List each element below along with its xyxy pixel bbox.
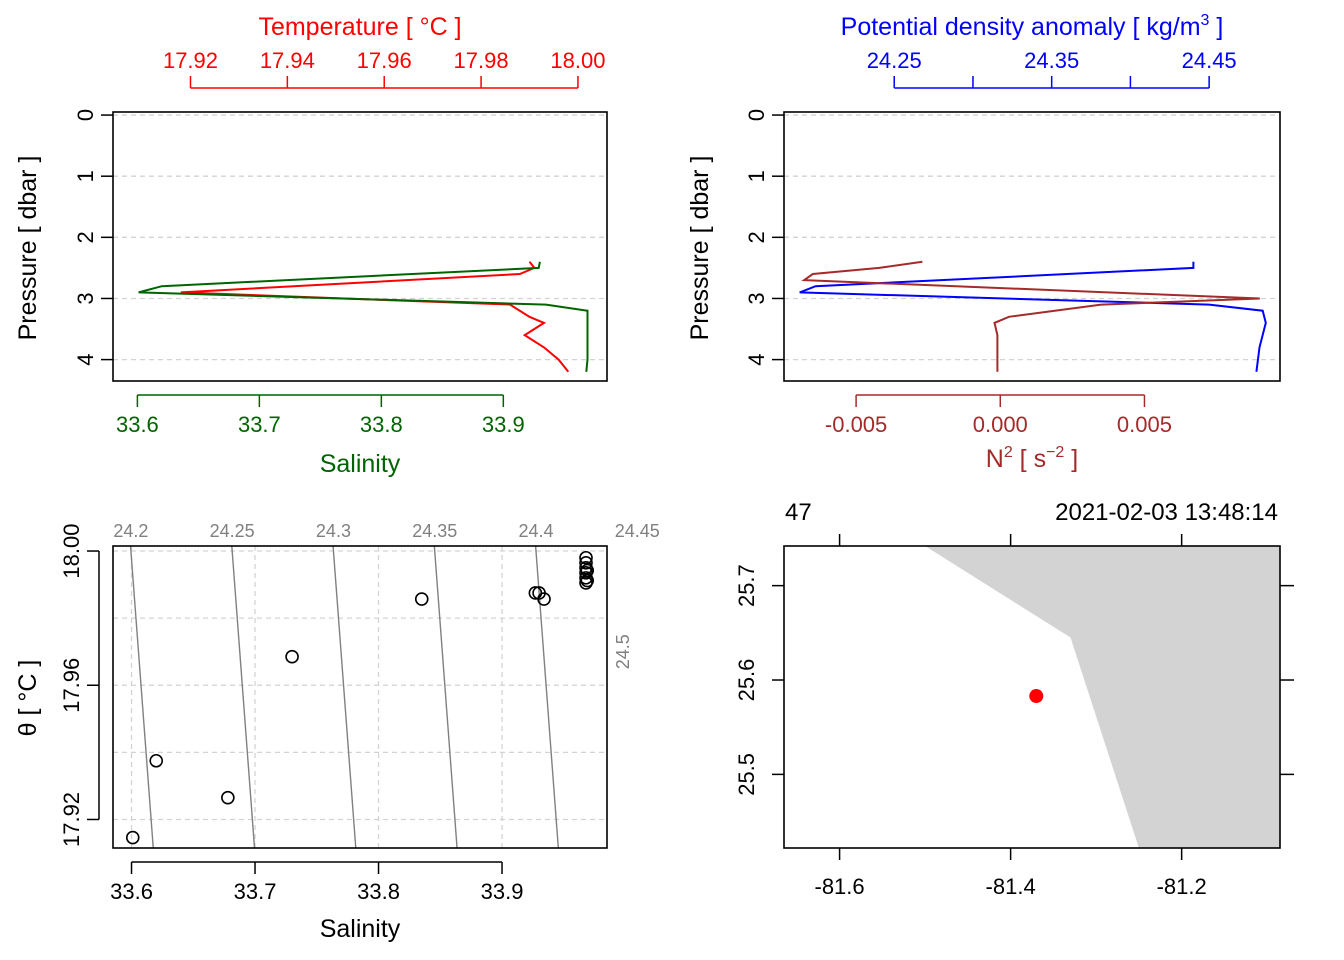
ts-point [125, 830, 140, 845]
y-tick-label: 2 [744, 231, 769, 243]
y-tick-label: 1 [73, 170, 98, 182]
series-line-n2 [801, 260, 1260, 372]
isopycnal-line [636, 536, 659, 848]
bottom-tick-label: 33.6 [116, 412, 159, 437]
bottom-tick-label: 33.7 [238, 412, 281, 437]
top-tick-label: 17.98 [454, 48, 509, 73]
y-tick-label: 17.96 [59, 658, 84, 713]
y-tick-label: 25.5 [734, 753, 759, 796]
plot-frame [783, 545, 1281, 849]
y-tick-label: 17.92 [59, 792, 84, 847]
isopycnal-line [433, 546, 458, 848]
ts-point [537, 592, 551, 606]
ts-point [285, 649, 299, 664]
bottom-tick-label: -0.005 [825, 412, 887, 437]
station-number-label: 47 [785, 499, 812, 526]
ts-point [221, 790, 235, 805]
profile-marks: 0 1 2 3 4 24.25 24.35 24.45 -0.005 0.000 0.005 [744, 48, 1281, 437]
station-marker [1029, 689, 1044, 704]
plot-frame [783, 111, 1281, 382]
x-tick-label: -81.6 [815, 874, 865, 899]
top-tick-label: 17.94 [260, 48, 315, 73]
top-tick-label: 18.00 [550, 48, 605, 73]
salinity-axis-title: Salinity [320, 450, 401, 478]
isopycnal-label: 24.3 [316, 521, 351, 541]
top-tick-label: 17.96 [357, 48, 412, 73]
isopycnal-label: 24.25 [210, 521, 255, 541]
y-tick-label: 0 [744, 109, 769, 121]
top-tick-label: 24.25 [867, 48, 922, 73]
isopycnal-label: 24.2 [113, 521, 148, 541]
bottom-tick-label: 0.000 [973, 412, 1028, 437]
bottom-tick-label: 33.9 [482, 412, 525, 437]
series-line-salinity [138, 261, 589, 372]
theta-axis-title: θ [ °C ] [14, 660, 42, 737]
y-tick-label: 25.7 [734, 564, 759, 607]
series-line-temperature [180, 261, 570, 373]
y-tick-label: 3 [744, 292, 769, 304]
ts-point [579, 550, 593, 565]
pressure-axis-title: Pressure [ dbar ] [686, 156, 714, 341]
y-tick-label: 18.00 [59, 524, 84, 579]
n2-axis-title: N2 [ s−2 ] [986, 444, 1078, 473]
x-tick-label: 33.8 [357, 879, 400, 904]
ts-point [579, 555, 593, 570]
y-tick-label: 4 [744, 353, 769, 365]
isopycnal-label: 24.5 [613, 634, 633, 669]
x-tick-label: 33.7 [234, 879, 277, 904]
ts-point [414, 592, 429, 606]
plot-frame [112, 545, 608, 849]
x-tick-label: -81.2 [1157, 874, 1207, 899]
density-axis-title: Potential density anomaly [ kg/m3 ] [841, 12, 1224, 41]
bottom-tick-label: 33.8 [360, 412, 403, 437]
station-map-panel: -81.6 -81.4 -81.2 25.5 25.6 25.7 47 2021-02-0… [734, 499, 1294, 899]
x-tick-label: 33.9 [481, 879, 524, 904]
x-tick-label: 33.6 [110, 879, 153, 904]
ts-point [580, 573, 595, 588]
top-tick-label: 24.45 [1182, 48, 1237, 73]
ts-diagram-panel: 24.2 24.25 24.3 24.35 24.4 24.45 24.5 33.6 33.7 3… [14, 521, 660, 943]
station-time-label: 2021-02-03 13:48:14 [1055, 499, 1278, 526]
bottom-tick-label: 0.005 [1117, 412, 1172, 437]
salinity-axis-title: Salinity [320, 915, 401, 943]
ts-point [149, 753, 164, 768]
isopycnal-line [231, 546, 256, 848]
profile-marks: 0 1 2 3 4 17.92 17.94 17.96 17.98 18.00 33.6 33.7 33… [73, 48, 608, 437]
isopycnal-line [129, 546, 154, 848]
series-line-potential-density-anomaly [799, 261, 1267, 372]
profile-panel-density-n2: 0 1 2 3 4 24.25 24.35 24.45 -0.005 0.000 0.005 Pot… [686, 12, 1281, 473]
isopycnal-line [534, 546, 560, 848]
y-tick-label: 1 [744, 170, 769, 182]
y-tick-label: 3 [73, 292, 98, 304]
y-tick-label: 2 [73, 231, 98, 243]
isopycnal-label: 24.35 [412, 521, 457, 541]
top-tick-label: 24.35 [1024, 48, 1079, 73]
isopycnal-label: 24.4 [518, 521, 553, 541]
x-tick-label: -81.4 [986, 874, 1036, 899]
land-polygon [925, 546, 1280, 848]
ts-point [580, 563, 595, 578]
map-marks: -81.6 -81.4 -81.2 25.5 25.6 25.7 [734, 534, 1294, 899]
isopycnal-group [129, 536, 659, 848]
isopycnal-line [332, 546, 357, 848]
ts-marks: 24.2 24.25 24.3 24.35 24.4 24.45 24.5 33.6 33.7 3… [59, 521, 660, 904]
y-tick-label: 25.6 [734, 659, 759, 702]
isopycnal-label: 24.45 [615, 521, 660, 541]
top-tick-label: 17.92 [163, 48, 218, 73]
y-tick-label: 0 [73, 109, 98, 121]
profile-panel-temperature-salinity: 0 1 2 3 4 17.92 17.94 17.96 17.98 18.00 33.6 33.7 33… [14, 13, 608, 478]
y-tick-label: 4 [73, 353, 98, 365]
temperature-axis-title: Temperature [ °C ] [258, 13, 461, 41]
plot-frame [112, 111, 608, 382]
pressure-axis-title: Pressure [ dbar ] [14, 156, 42, 341]
